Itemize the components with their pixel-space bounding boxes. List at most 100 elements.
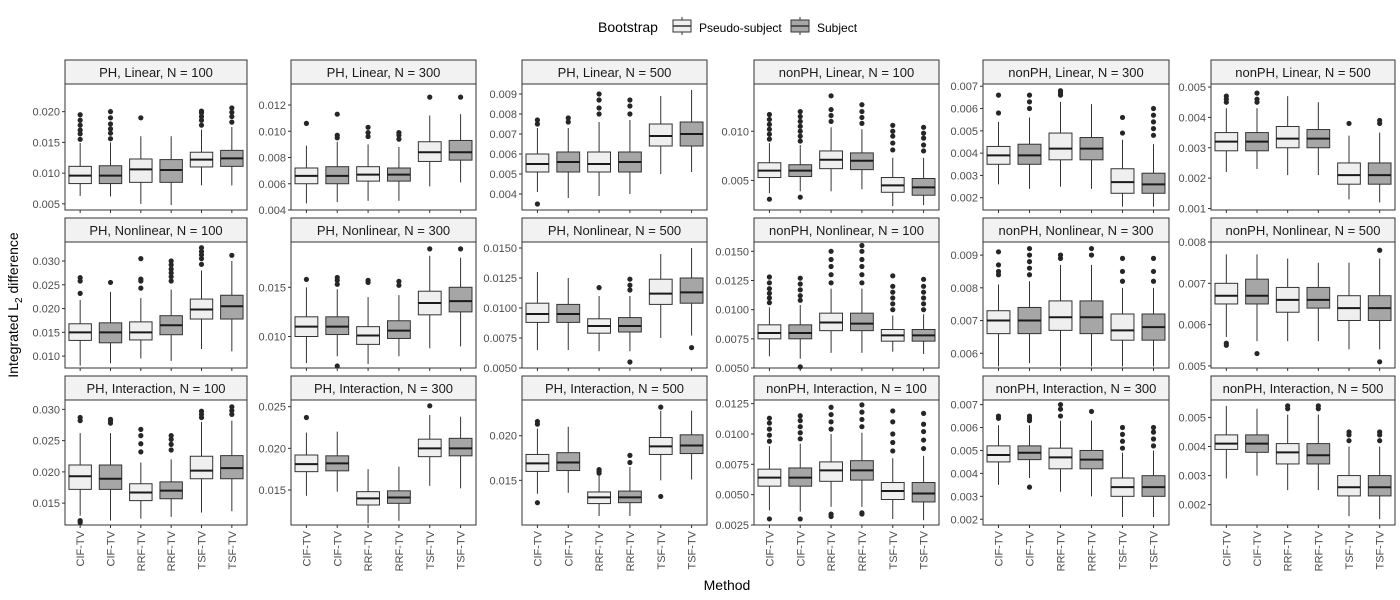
outlier-point: [107, 136, 114, 142]
box-iqr: [1306, 443, 1331, 465]
box-iqr: [1337, 475, 1361, 497]
outlier-point: [859, 510, 865, 516]
outlier-point: [168, 258, 174, 264]
outlier-point: [1223, 340, 1229, 346]
box: [1110, 424, 1135, 517]
outlier-point: [565, 115, 571, 121]
box: [1048, 88, 1073, 187]
legend: Bootstrap Pseudo-subject Subject: [598, 17, 858, 35]
box: [788, 108, 813, 200]
y-tick-label: 0.007: [950, 316, 978, 328]
outlier-point: [1119, 255, 1126, 261]
legend-label-pseudo-subject: Pseudo-subject: [699, 21, 782, 35]
outlier-point: [797, 194, 803, 200]
outlier-point: [168, 278, 174, 284]
outlier-point: [766, 426, 773, 432]
box: [417, 246, 442, 349]
outlier-point: [138, 449, 144, 455]
facet-strip: [982, 217, 1170, 243]
outlier-point: [920, 445, 927, 452]
outlier-point: [77, 127, 83, 133]
outlier-point: [1057, 88, 1064, 94]
outlier-point: [1057, 413, 1064, 419]
facet-title: nonPH, Interaction, N = 300: [996, 381, 1157, 396]
outlier-point: [565, 119, 571, 125]
box: [189, 245, 214, 349]
box: [648, 404, 673, 500]
y-tick-label: 0.010: [258, 126, 286, 138]
box: [986, 249, 1011, 367]
outlier-point: [766, 438, 773, 444]
outlier-point: [365, 277, 371, 283]
facet-panel: PH, Interaction, N = 300 0.015 0.020 0.025 C…: [258, 375, 477, 571]
facet-strip: [521, 375, 708, 401]
outlier-point: [920, 421, 927, 427]
outlier-point: [920, 148, 927, 154]
outlier-point: [766, 136, 773, 142]
box-iqr: [189, 455, 214, 480]
facet-panel: PH, Nonlinear, N = 100 0.010 0.015 0.020 0.0…: [32, 217, 248, 371]
y-tick-label: 0.002: [950, 193, 978, 205]
outlier-point: [596, 97, 602, 103]
outlier-point: [766, 121, 773, 127]
facet-strip: [290, 59, 477, 85]
outlier-point: [859, 272, 865, 278]
outlier-point: [797, 418, 803, 424]
box-iqr: [129, 321, 153, 341]
box: [618, 452, 642, 517]
y-tick-label: 0.010: [721, 126, 749, 138]
box: [819, 404, 843, 520]
box: [850, 402, 874, 517]
x-tick-label: RRF-TV: [594, 530, 606, 571]
box-iqr: [757, 324, 782, 340]
outlier-point: [77, 290, 83, 296]
box: [1079, 408, 1104, 497]
box: [129, 115, 153, 204]
outlier-point: [920, 135, 927, 141]
x-tick-label: TSF-TV: [425, 530, 437, 569]
outlier-point: [828, 248, 834, 254]
outlier-point: [920, 301, 927, 307]
facet-title: nonPH, Interaction, N = 100: [766, 381, 927, 396]
box: [525, 418, 550, 506]
y-tick-label: 0.0050: [715, 490, 749, 502]
outlier-point: [1026, 92, 1033, 98]
outlier-point: [1119, 438, 1126, 444]
outlier-point: [138, 285, 144, 291]
box: [986, 413, 1011, 485]
box-iqr: [1214, 434, 1239, 450]
facet-panel: nonPH, Linear, N = 300 0.002 0.003 0.004 0.0…: [950, 59, 1170, 213]
outlier-point: [920, 437, 927, 443]
outlier-point: [1377, 359, 1383, 365]
outlier-point: [828, 93, 834, 99]
box: [1275, 403, 1300, 491]
outlier-point: [1377, 117, 1383, 124]
outlier-point: [1377, 429, 1383, 435]
box-iqr: [448, 437, 473, 457]
x-tick-label: CIF-TV: [106, 530, 118, 566]
box: [1017, 245, 1042, 364]
y-tick-label: 0.0050: [715, 363, 749, 375]
y-tick-label: 0.004: [1178, 112, 1206, 124]
x-tick-label: CIF-TV: [532, 530, 544, 566]
y-tick-label: 0.005: [721, 175, 749, 187]
outlier-point: [77, 112, 83, 118]
box: [356, 469, 380, 524]
outlier-point: [627, 103, 633, 109]
outlier-point: [303, 276, 310, 283]
outlier-point: [828, 404, 834, 410]
y-tick-label: 0.009: [489, 89, 517, 101]
box: [1337, 429, 1361, 517]
outlier-point: [859, 102, 865, 108]
outlier-point: [859, 409, 865, 415]
box: [159, 433, 183, 517]
outlier-point: [890, 448, 896, 454]
outlier-point: [1150, 132, 1157, 138]
y-tick-label: 0.0125: [715, 276, 749, 288]
facet-panel: nonPH, Interaction, N = 300 0.002 0.003 0.0…: [950, 375, 1170, 571]
box: [448, 94, 473, 183]
box: [1275, 258, 1300, 342]
outlier-point: [797, 516, 803, 522]
x-tick-label: CIF-TV: [994, 530, 1006, 566]
plot-area: [753, 241, 940, 369]
